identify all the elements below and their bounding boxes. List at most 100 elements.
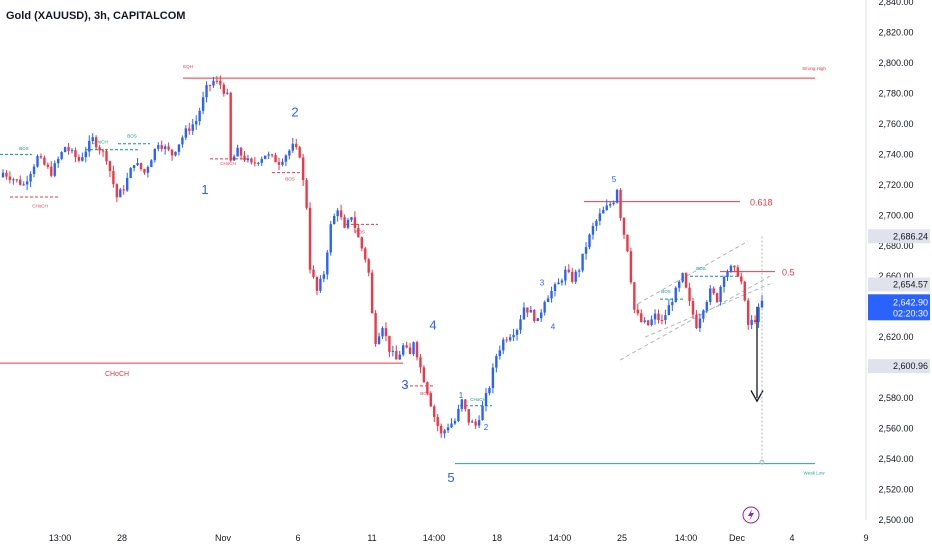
candle: [288, 150, 291, 156]
candle: [515, 329, 519, 335]
candle: [450, 423, 453, 428]
analysis-overlays: [0, 77, 815, 465]
candle: [381, 328, 384, 337]
structure-label: CHoCH: [92, 140, 108, 145]
price-tick-label: 2,740.00: [878, 149, 913, 159]
candle: [67, 147, 70, 151]
candle: [498, 350, 501, 357]
candle: [626, 234, 629, 252]
candle: [177, 144, 181, 152]
candle: [229, 92, 232, 161]
candle: [188, 128, 191, 131]
time-tick-label: 14:00: [675, 533, 698, 543]
candle: [264, 155, 267, 159]
candle: [388, 335, 391, 352]
candle: [460, 399, 464, 409]
price-tick-label: 2,540.00: [878, 454, 913, 464]
price-tick-label: 2,660.00: [878, 271, 913, 281]
candle: [153, 148, 156, 161]
lightning-glyph: [748, 509, 754, 521]
candle: [564, 269, 567, 281]
structure-label: BOS: [355, 230, 365, 235]
candle: [671, 302, 674, 306]
candle: [615, 189, 619, 203]
candle: [208, 85, 212, 87]
candle: [167, 146, 170, 150]
candle: [350, 217, 353, 220]
candle: [243, 155, 246, 161]
arrow-head: [750, 390, 764, 403]
candle: [505, 339, 508, 341]
time-tick-label: 14:00: [549, 533, 572, 543]
price-tick-label: 2,720.00: [878, 180, 913, 190]
candle: [729, 265, 733, 272]
candle: [170, 149, 174, 156]
candle: [184, 128, 188, 138]
candle: [301, 157, 305, 181]
candle: [215, 80, 219, 82]
time-tick-label: 28: [117, 533, 127, 543]
candle: [281, 161, 284, 165]
candle: [84, 151, 87, 158]
candle: [339, 210, 343, 218]
candle: [377, 336, 381, 345]
candle: [571, 271, 574, 282]
candle: [63, 147, 67, 153]
candle: [512, 334, 515, 338]
time-tick-label: 9: [863, 533, 868, 543]
candle: [329, 224, 332, 253]
candle: [46, 164, 50, 167]
candle: [246, 158, 250, 161]
price-tick-label: 2,840.00: [878, 0, 913, 7]
candle: [343, 217, 346, 228]
candle: [429, 393, 432, 407]
subwave-2-label: 2: [484, 423, 489, 432]
candle: [681, 273, 684, 282]
time-tick-label: Dec: [729, 533, 746, 543]
candle: [591, 225, 595, 235]
candle: [70, 150, 74, 152]
candle: [726, 271, 729, 277]
candle: [277, 162, 281, 165]
candle: [722, 276, 726, 287]
time-tick-label: 11: [367, 533, 376, 543]
countdown: 02:20:30: [893, 308, 928, 318]
candle: [433, 406, 436, 418]
candle: [753, 319, 757, 322]
candle: [136, 163, 139, 166]
candle: [305, 180, 308, 208]
candle: [115, 184, 119, 198]
price-tick-label: 2,760.00: [878, 119, 913, 129]
candle: [553, 284, 557, 291]
candle: [384, 328, 388, 336]
candle: [415, 342, 419, 358]
candle: [467, 409, 470, 423]
candle: [712, 288, 715, 294]
candle: [439, 425, 443, 434]
candle: [657, 313, 660, 321]
candle: [402, 345, 405, 355]
candle: [422, 367, 426, 383]
candle: [333, 215, 336, 225]
candle: [646, 320, 650, 326]
price-tick-label: 2,520.00: [878, 485, 913, 495]
candle: [150, 160, 153, 168]
candle: [308, 207, 312, 270]
candle: [191, 124, 194, 131]
weak-low-label: Weak Low: [804, 471, 826, 476]
candle: [695, 314, 698, 329]
fib-618-label: 0.618: [750, 198, 773, 208]
structure-label: BOS: [19, 146, 29, 151]
candle: [602, 210, 605, 214]
candle: [260, 158, 263, 163]
candle: [295, 143, 298, 148]
candle: [533, 309, 536, 322]
candle: [132, 165, 136, 169]
candle: [1, 172, 5, 178]
candle: [39, 156, 43, 158]
candle: [678, 281, 681, 288]
candle: [612, 202, 615, 205]
candle: [740, 276, 743, 282]
